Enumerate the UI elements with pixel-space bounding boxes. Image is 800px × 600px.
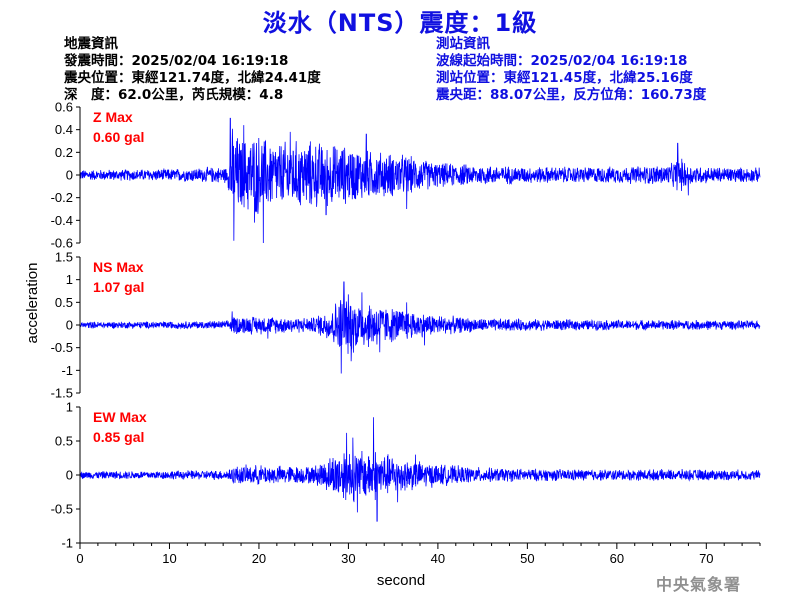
y-tick-label: 0.4: [55, 122, 73, 137]
y-tick-label: -1.5: [51, 386, 73, 401]
station-location: 測站位置：東經121.45度，北緯25.16度: [436, 70, 693, 86]
x-tick-label: 20: [252, 551, 266, 566]
y-tick-label: -0.4: [51, 213, 73, 228]
waveform-ew: [79, 417, 761, 522]
epicenter: 震央位置：東經121.74度，北緯24.41度: [64, 70, 321, 86]
y-tick-label: 0: [66, 468, 73, 483]
station-info-heading: 測站資訊: [436, 36, 490, 52]
y-tick-label: -0.6: [51, 236, 73, 251]
x-tick-label: 10: [162, 551, 176, 566]
y-tick-label: -0.2: [51, 190, 73, 205]
agency-credit: 中央氣象署: [656, 575, 742, 594]
earthquake-info: 地震資訊 發震時間：2025/02/04 16:19:18 震央位置：東經121…: [64, 36, 321, 104]
y-tick-label: -0.5: [51, 340, 73, 355]
y-tick-label: -0.5: [51, 502, 73, 517]
y-tick-label: 0.5: [55, 434, 73, 449]
x-tick-label: 30: [341, 551, 355, 566]
max-label-ns: NS Max: [93, 259, 144, 275]
x-tick-label: 40: [431, 551, 445, 566]
y-tick-label: 1: [66, 400, 73, 415]
x-tick-label: 50: [520, 551, 534, 566]
y-tick-label: 1: [66, 272, 73, 287]
max-value-ns: 1.07 gal: [93, 279, 144, 295]
y-tick-label: 1.5: [55, 250, 73, 265]
waveform-z: [79, 117, 761, 244]
earthquake-info-heading: 地震資訊: [64, 36, 118, 52]
max-label-z: Z Max: [93, 109, 133, 125]
y-axis-label: acceleration: [24, 263, 41, 344]
origin-time: 發震時間：2025/02/04 16:19:18: [64, 53, 289, 69]
max-value-z: 0.60 gal: [93, 129, 144, 145]
y-tick-label: 0: [66, 168, 73, 183]
x-tick-label: 60: [610, 551, 624, 566]
y-tick-label: 0.2: [55, 145, 73, 160]
depth-magnitude: 深 度：62.0公里，芮氏規模：4.8: [64, 87, 284, 103]
x-tick-label: 70: [699, 551, 713, 566]
y-tick-label: 0: [66, 318, 73, 333]
y-tick-label: -1: [61, 363, 73, 378]
max-value-ew: 0.85 gal: [93, 429, 144, 445]
x-tick-label: 0: [76, 551, 83, 566]
y-tick-label: 0.6: [55, 100, 73, 115]
waveform-ns: [79, 281, 761, 374]
station-info: 測站資訊 波線起始時間：2025/02/04 16:19:18 測站位置：東經1…: [436, 36, 706, 104]
y-tick-label: -1: [61, 536, 73, 551]
waveform-start: 波線起始時間：2025/02/04 16:19:18: [436, 53, 688, 69]
epicentral-distance: 震央距：88.07公里，反方位角：160.73度: [436, 87, 707, 103]
page-title: 淡水（NTS）震度：1級: [262, 9, 538, 37]
y-tick-label: 0.5: [55, 295, 73, 310]
x-axis-label: second: [377, 572, 425, 589]
max-label-ew: EW Max: [93, 409, 147, 425]
